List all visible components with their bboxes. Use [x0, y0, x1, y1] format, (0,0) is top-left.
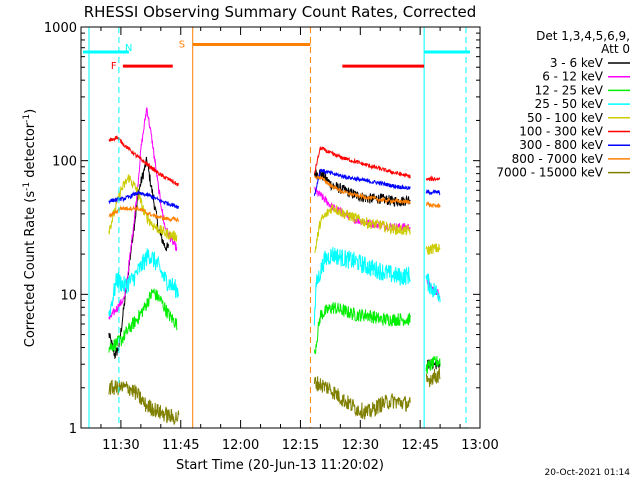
flag-layer: NF S — [82, 27, 471, 428]
series-800-7000keV-group — [108, 175, 441, 223]
x-tick-label: 11:45 — [162, 438, 199, 453]
x-axis-label: Start Time (20-Jun-13 11:20:02) — [176, 458, 384, 473]
legend-header-detectors: Det 1,3,4,5,6,9, — [536, 29, 630, 43]
series-line-8-seg-3 — [425, 201, 441, 209]
y-axis-label-sup2: -1 — [22, 114, 32, 123]
legend-entry-label: 800 - 7000 keV — [512, 152, 604, 166]
series-line-7-seg-1 — [108, 189, 180, 209]
series-layer — [108, 107, 441, 425]
flag-label-N: N — [125, 43, 132, 54]
tick-layer: 1 10 100 1000 11:30 11:45 12:00 12:15 12:30 12:45… — [44, 21, 499, 453]
x-tick-label: 13:00 — [461, 438, 498, 453]
series-300-800keV-group — [108, 168, 441, 209]
y-axis-label: Corrected Count Rate (s-1 detector-1) — [22, 109, 38, 347]
series-line-1-seg-2 — [313, 168, 411, 208]
footer-timestamp: 20-Oct-2021 01:14 — [545, 468, 631, 478]
series-line-9-seg-2 — [313, 376, 411, 420]
y-axis-label-main: Corrected Count Rate (s — [23, 191, 38, 348]
y-tick-label: 100 — [52, 155, 77, 170]
series-line-7-seg-3 — [425, 189, 441, 196]
x-tick-label: 12:45 — [401, 438, 438, 453]
series-line-4-seg-2 — [313, 246, 411, 326]
x-tick-label: 12:30 — [342, 438, 379, 453]
series-line-6-seg-1 — [108, 135, 180, 187]
x-tick-label: 11:30 — [102, 438, 139, 453]
legend-entry-label: 50 - 100 keV — [527, 111, 604, 125]
series-6-12keV-group — [108, 107, 441, 320]
series-line-5-seg-2 — [314, 204, 411, 253]
chart-title: RHESSI Observing Summary Count Rates, Co… — [84, 3, 477, 21]
series-line-3-seg-3 — [425, 355, 441, 374]
x-tick-label: 12:00 — [222, 438, 259, 453]
legend-entry-label: 3 - 6 keV — [550, 56, 604, 70]
legend-header-attenuator: Att 0 — [601, 42, 630, 56]
series-line-6-seg-3 — [425, 175, 441, 182]
series-line-1-seg-1 — [108, 156, 170, 360]
series-line-3-seg-1 — [108, 287, 178, 353]
y-tick-label: 10 — [60, 288, 77, 303]
legend-entry-label: 300 - 800 keV — [519, 138, 603, 152]
series-line-7-seg-2 — [313, 168, 411, 196]
series-line-2-seg-1 — [108, 107, 178, 320]
legend-entry-label: 6 - 12 keV — [542, 70, 604, 84]
series-25-50keV-group — [108, 246, 441, 326]
y-axis-label-end: ) — [23, 109, 38, 114]
series-line-8-seg-1 — [108, 204, 180, 223]
series-line-9-seg-3 — [425, 367, 441, 388]
legend-entry-label: 7000 - 15000 keV — [496, 166, 603, 180]
series-line-4-seg-3 — [425, 273, 441, 303]
series-line-8-seg-2 — [314, 175, 411, 205]
legend-entry-label: 25 - 50 keV — [535, 97, 604, 111]
series-line-5-seg-3 — [425, 243, 441, 255]
x-tick-label: 12:15 — [282, 438, 319, 453]
series-line-4-seg-1 — [108, 248, 180, 317]
series-12-25keV-group — [108, 287, 441, 374]
flag-label-S: S — [179, 39, 185, 50]
series-line-9-seg-1 — [108, 379, 180, 425]
series-line-3-seg-2 — [313, 301, 411, 354]
series-100-300keV-group — [108, 135, 441, 187]
series-line-6-seg-2 — [313, 146, 411, 179]
flag-label-F: F — [111, 61, 117, 72]
legend-entry-label: 100 - 300 keV — [519, 125, 603, 139]
y-tick-label: 1 — [69, 422, 77, 437]
y-axis-label-sup1: -1 — [22, 182, 32, 191]
legend-entry-label: 12 - 25 keV — [535, 83, 604, 97]
y-axis-label-mid: detector — [23, 122, 38, 182]
y-tick-label: 1000 — [44, 21, 77, 36]
plot-frame — [80, 26, 481, 429]
series-7000-15000keV-group — [108, 367, 441, 425]
